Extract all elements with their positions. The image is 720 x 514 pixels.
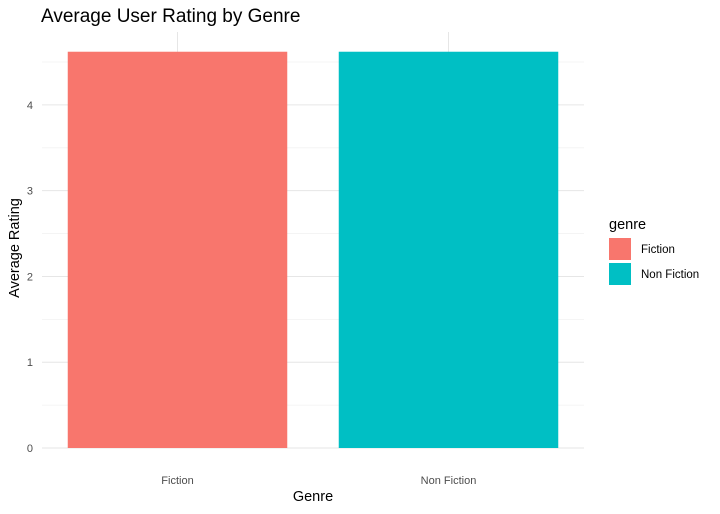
y-tick-label: 3 [27, 186, 33, 198]
legend-label: Fiction [641, 244, 675, 256]
y-tick-label: 1 [27, 357, 33, 369]
chart-title: Average User Rating by Genre [41, 6, 300, 27]
x-tick-labels: Fiction Non Fiction [161, 475, 476, 487]
legend-label: Non Fiction [641, 269, 699, 281]
legend-key-non-fiction [609, 263, 631, 285]
legend-title: genre [609, 217, 646, 233]
bar-fiction [67, 51, 288, 448]
y-tick-label: 2 [27, 271, 33, 283]
y-axis-title: Average Rating [7, 198, 23, 298]
x-tick-label: Non Fiction [421, 475, 477, 487]
x-axis-title: Genre [293, 489, 333, 505]
y-tick-labels: 0 1 2 3 4 [27, 100, 33, 455]
y-tick-label: 0 [27, 443, 33, 455]
legend-key-fiction [609, 238, 631, 260]
bars [67, 51, 559, 448]
x-tick-label: Fiction [161, 475, 193, 487]
legend: genre Fiction Non Fiction [609, 217, 699, 285]
bar-non-fiction [338, 51, 559, 448]
y-tick-label: 4 [27, 100, 33, 112]
